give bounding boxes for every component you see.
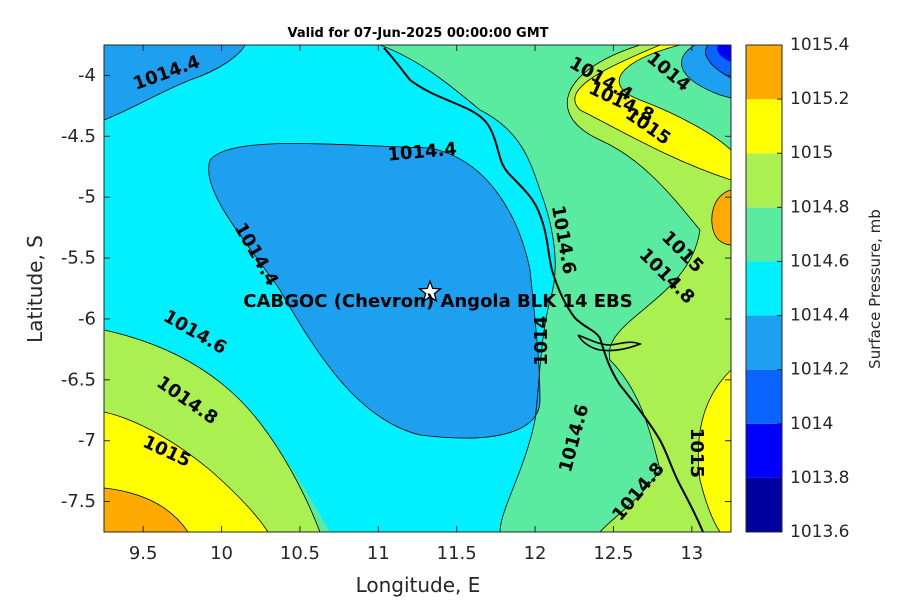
site-star-marker <box>417 279 443 303</box>
x-tick-label: 10.5 <box>280 543 320 564</box>
colorbar-swatch <box>746 45 782 100</box>
x-tick-label: 12.5 <box>593 543 633 564</box>
contour-lines <box>104 45 731 532</box>
y-axis: -4 -4.5 -5 -5.5 -6 -6.5 -7 -7.5 <box>61 65 731 512</box>
plot-frame <box>103 44 732 533</box>
y-tick-label: -7.5 <box>61 491 96 512</box>
colorbar-swatch <box>746 99 782 154</box>
y-axis-title: Latitude, S <box>23 235 47 343</box>
contour-label: 1015 <box>686 428 707 478</box>
band-1015-2-southwest <box>104 488 188 532</box>
band-1015-southeast <box>698 370 731 532</box>
colorbar-tick-label: 1015.2 <box>790 89 849 109</box>
x-axis: 9.5 10 10.5 11 11.5 12 12.5 13 <box>129 45 703 564</box>
colorbar-swatch <box>746 423 782 478</box>
chart-title: Valid for 07-Jun-2025 00:00:00 GMT <box>288 26 549 41</box>
y-tick-label: -4 <box>78 65 96 86</box>
colorbar-tick-label: 1015 <box>790 143 833 163</box>
colorbar-tick-label: 1013.8 <box>790 468 849 488</box>
colorbar-frame <box>745 44 783 533</box>
colorbar-swatch <box>746 315 782 370</box>
y-tick-label: -6.5 <box>61 369 96 390</box>
y-tick-label: -4.5 <box>61 126 96 147</box>
band-1014-8-east <box>567 45 731 532</box>
x-tick-label: 12 <box>524 543 547 564</box>
x-axis-title: Longitude, E <box>356 573 481 597</box>
band-1014-2-north <box>104 45 245 120</box>
y-tick-label: -5 <box>78 187 96 208</box>
band-1015-2-east-spot <box>711 190 731 245</box>
colorbar-title: Surface Pressure, mb <box>866 209 884 369</box>
band-1013-8-northeast <box>717 45 731 62</box>
colorbar-tick-label: 1014.6 <box>790 251 849 271</box>
site-label: CABGOC (Chevron) Angola BLK 14 EBS <box>243 291 632 312</box>
x-tick-label: 11.5 <box>437 543 477 564</box>
x-tick-label: 10 <box>210 543 233 564</box>
colorbar-tick-label: 1014.4 <box>790 306 849 326</box>
y-tick-label: -5.5 <box>61 248 96 269</box>
contour-label: 1014 <box>531 316 552 366</box>
colorbar-tick-label: 1014.8 <box>790 197 849 217</box>
colorbar-swatch <box>746 261 782 316</box>
filled-contours <box>104 45 731 532</box>
colorbar-swatch <box>746 477 782 532</box>
x-tick-label: 11 <box>367 543 390 564</box>
colorbar-swatch <box>746 369 782 424</box>
y-tick-label: -6 <box>78 308 96 329</box>
colorbar-tick-label: 1014.2 <box>790 360 849 380</box>
colorbar-tick-label: 1015.4 <box>790 35 849 55</box>
band-1014-2-center <box>208 143 540 439</box>
site-layer: CABGOC (Chevron) Angola BLK 14 EBS <box>243 279 633 312</box>
coastline <box>383 47 704 532</box>
colorbar: 1013.6 1013.8 1014 1014.2 1014.4 1014.6 1014.8… <box>745 35 849 542</box>
colorbar-tick-label: 1014 <box>790 414 833 434</box>
coastline-inlet <box>577 334 643 352</box>
y-tick-label: -7 <box>78 430 96 451</box>
colorbar-swatch <box>746 153 782 208</box>
colorbar-swatch <box>746 207 782 262</box>
x-tick-label: 13 <box>680 543 703 564</box>
x-tick-label: 9.5 <box>129 543 158 564</box>
colorbar-tick-label: 1013.6 <box>790 522 849 542</box>
